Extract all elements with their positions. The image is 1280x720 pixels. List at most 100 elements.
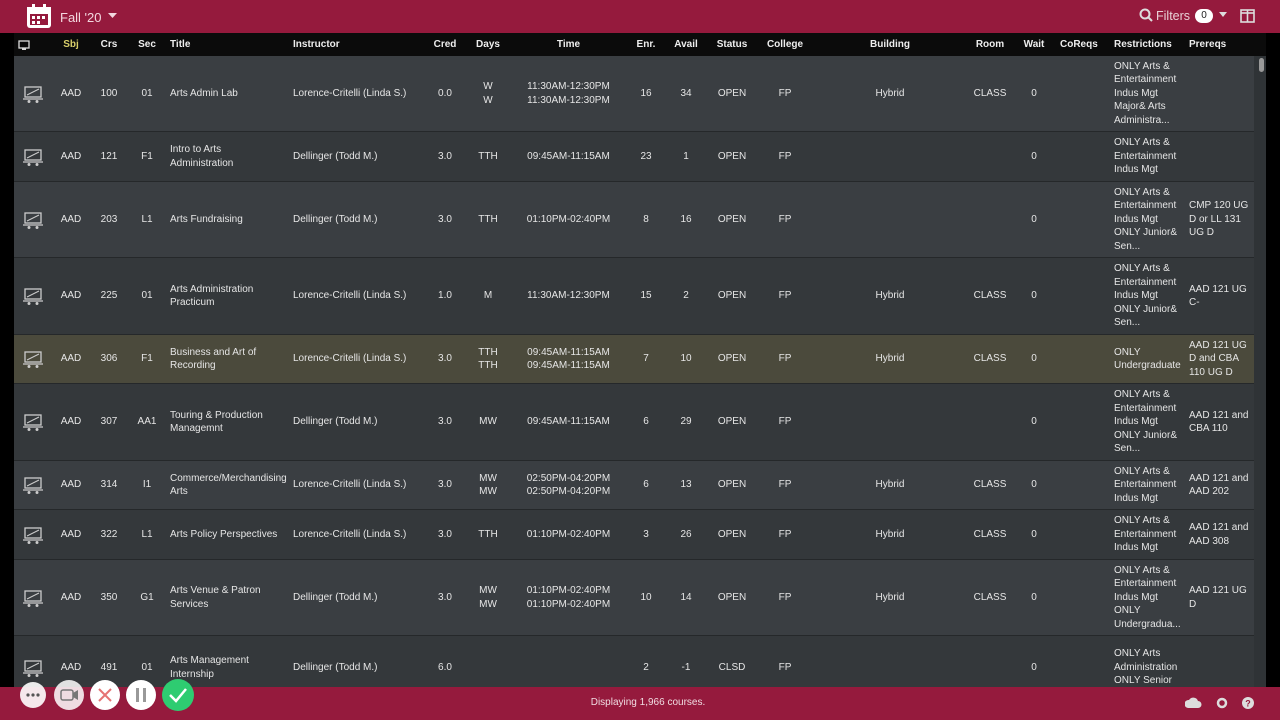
delivery-icon (18, 461, 48, 509)
column-header-cell[interactable]: Avail (674, 39, 698, 50)
table-cell: ONLY Arts Administration ONLY Senior (1114, 648, 1178, 687)
table-cell: 306 (100, 353, 118, 365)
column-header-cell[interactable]: Status (716, 39, 748, 50)
table-cell: 322 (100, 528, 118, 540)
table-cell: CMP 120 UG D or LL 131 UG D (1189, 200, 1249, 239)
table-cell: 6.0 (438, 661, 452, 673)
table-cell: AA1 (137, 416, 157, 428)
table-cell: 0 (1031, 479, 1037, 491)
table-cell: 491 (100, 661, 118, 673)
table-cell: FP (778, 213, 792, 225)
course-row[interactable]: AAD 225 01 Arts Administration Practicum Lor… (14, 258, 1254, 335)
table-cell: TTH (478, 150, 498, 162)
table-cell: OPEN (717, 479, 747, 491)
column-header-cell[interactable]: Room (975, 39, 1005, 50)
column-header-cell[interactable]: Sec (138, 39, 156, 50)
column-header-cell[interactable]: Restrictions (1114, 39, 1172, 50)
table-cell: CLASS (973, 479, 1007, 491)
table-cell: AAD 121 and CBA 110 (1189, 409, 1249, 435)
course-row[interactable]: AAD 314 I1 Commerce/Merchandising Arts Loren… (14, 461, 1254, 510)
table-cell: 307 (100, 416, 118, 428)
table-cell: AAD 121 UG C- (1189, 283, 1247, 309)
column-header-cell[interactable]: Title (170, 39, 191, 50)
column-header-cell[interactable]: Building (870, 39, 910, 50)
course-row[interactable]: AAD 350 G1 Arts Venue & Patron Services Dell… (14, 560, 1254, 636)
table-cell: 0 (1031, 353, 1037, 365)
course-row[interactable]: AAD 121 F1 Intro to Arts Administration Dell… (14, 132, 1254, 182)
filters-button[interactable]: Filters (1156, 9, 1191, 23)
table-cell: 13 (680, 479, 692, 491)
footer-icons[interactable]: ? (1185, 696, 1257, 712)
table-cell: 0 (1031, 150, 1037, 162)
table-cell: 09:45AM-11:15AM (527, 150, 610, 162)
course-row[interactable]: AAD 307 AA1 Touring & Production Managemnt D… (14, 384, 1254, 461)
table-cell: 203 (100, 213, 118, 225)
scrollbar[interactable] (1259, 58, 1264, 72)
table-cell: ONLY Arts & Entertainment Indus Mgt (1114, 515, 1177, 554)
column-header-cell[interactable]: Wait (1023, 39, 1045, 50)
course-row[interactable]: AAD 491 01 Arts Management Internship Dellin… (14, 636, 1254, 687)
table-cell: 0 (1031, 661, 1037, 673)
column-header-cell[interactable]: Enr. (636, 39, 656, 50)
column-header-cell[interactable]: CoReqs (1060, 39, 1098, 50)
table-cell: 1.0 (438, 290, 452, 302)
table-cell: G1 (140, 591, 154, 603)
table-cell: Intro to Arts Administration (170, 144, 234, 169)
table-cell: AAD (60, 213, 82, 225)
table-cell: 23 (640, 150, 652, 162)
term-selector[interactable]: Fall '20 (60, 10, 102, 25)
table-cell: Business and Art of Recording (170, 346, 257, 372)
column-header-cell[interactable]: College (766, 39, 804, 50)
column-header-cell[interactable]: Cred (433, 39, 457, 50)
table-cell: 100 (100, 87, 118, 99)
table-cell: TTH (478, 528, 498, 540)
search-icon[interactable] (1139, 8, 1153, 22)
table-cell: FP (778, 150, 792, 162)
table-cell: FP (778, 353, 792, 365)
table-cell: Dellinger (Todd M.) (293, 416, 378, 428)
table-cell: CLASS (973, 290, 1007, 302)
delivery-icon (18, 335, 48, 383)
course-row[interactable]: AAD 322 L1 Arts Policy Perspectives Lorence-… (14, 510, 1254, 560)
table-cell: -1 (681, 661, 691, 673)
table-cell: CLASS (973, 353, 1007, 365)
table-cell: 26 (680, 528, 692, 540)
table-cell: 16 (640, 87, 652, 99)
column-header-cell[interactable]: Prereqs (1189, 39, 1227, 50)
course-row[interactable]: AAD 100 01 Arts Admin Lab Lorence-Critelli (… (14, 56, 1254, 132)
delivery-icon (18, 384, 48, 460)
table-cell: MW MW (479, 472, 497, 498)
caret (1219, 12, 1227, 17)
column-header-cell[interactable]: Days (476, 39, 500, 50)
table-cell: Hybrid (875, 528, 905, 540)
table-cell: Hybrid (875, 479, 905, 491)
column-header-cell[interactable]: Instructor (293, 39, 340, 50)
table-cell: OPEN (717, 591, 747, 603)
table-cell: 29 (680, 416, 692, 428)
table-cell: F1 (141, 353, 153, 365)
table-cell: 01 (141, 661, 153, 673)
layout-icon[interactable] (1240, 9, 1255, 23)
status-text: Displaying 1,966 courses. (590, 697, 706, 708)
table-cell: 121 (100, 150, 118, 162)
column-header-cell[interactable]: Crs (100, 39, 118, 50)
table-cell: 0 (1031, 290, 1037, 302)
calendar-icon[interactable] (26, 3, 52, 29)
delivery-icon (18, 510, 48, 559)
course-row[interactable]: AAD 306 F1 Business and Art of Recording Lor… (14, 335, 1254, 384)
table-cell: CLASS (973, 87, 1007, 99)
table-cell: Arts Management Internship (170, 655, 249, 680)
table-cell: 3.0 (438, 150, 452, 162)
table-cell: Lorence-Critelli (Linda S.) (293, 479, 407, 491)
table-cell: Hybrid (875, 353, 905, 365)
table-cell: Hybrid (875, 87, 905, 99)
table-cell: 6 (643, 416, 649, 428)
column-header-cell[interactable]: Time (556, 39, 581, 50)
top-bar: Fall '20 Filters 0 (0, 0, 1280, 33)
table-cell: AAD (60, 87, 82, 99)
course-row[interactable]: AAD 203 L1 Arts Fundraising Dellinger (Todd … (14, 182, 1254, 258)
table-cell: Arts Policy Perspectives (170, 528, 278, 540)
table-cell: Hybrid (875, 290, 905, 302)
table-cell: AAD 121 UG D and CBA 110 UG D (1189, 339, 1247, 378)
column-header-cell[interactable]: Sbj (63, 39, 79, 50)
